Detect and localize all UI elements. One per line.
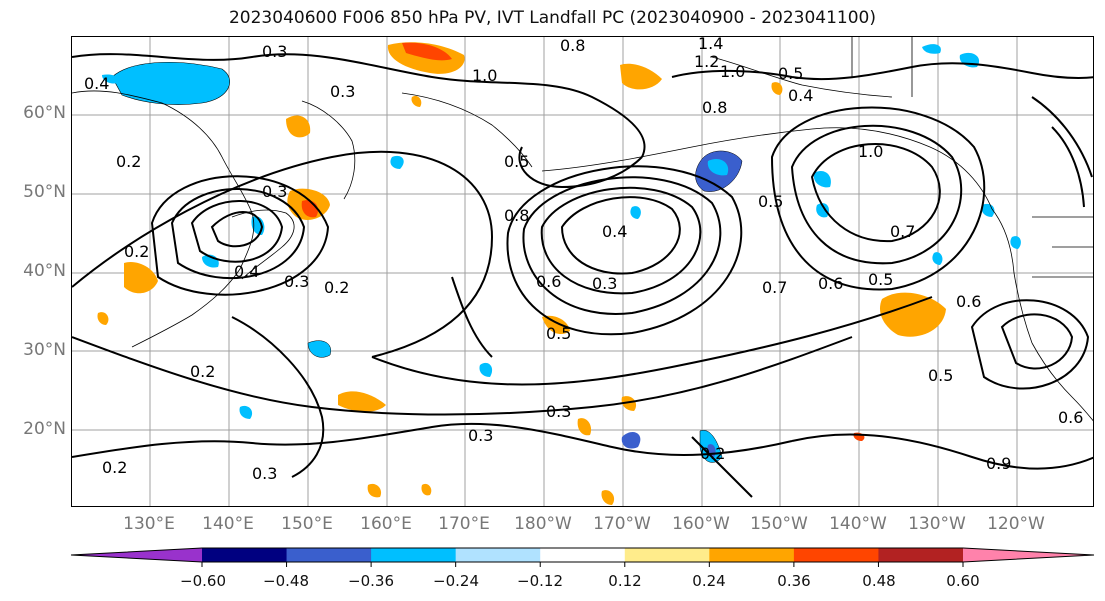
map-panel: 0.3 0.8 1.4 1.2 1.0 0.4 0.3 1.0 0.5 0.4 … — [71, 36, 1094, 507]
colorbar-tick-label: 0.36 — [777, 572, 811, 590]
colorbar-ticks — [201, 562, 964, 567]
colorbar-swatch — [793, 548, 879, 562]
colorbar-swatch — [540, 548, 626, 562]
contour-label: 0.4 — [234, 262, 259, 281]
contour-label: 1.4 — [698, 37, 723, 53]
colorbar — [70, 547, 1095, 567]
lon-label-120w: 120°W — [987, 514, 1045, 534]
contour-label: 0.3 — [262, 182, 287, 201]
contour-label: 1.0 — [720, 62, 745, 81]
colorbar-tick-label: −0.36 — [348, 572, 394, 590]
contour-label: 0.6 — [536, 272, 561, 291]
contour-label: 0.2 — [102, 458, 127, 477]
contour-label: 0.3 — [592, 274, 617, 293]
contour-label: 0.8 — [560, 37, 585, 55]
lat-label-50n: 50°N — [23, 182, 66, 202]
contour-label: 0.3 — [284, 272, 309, 291]
colorbar-swatch — [71, 548, 202, 562]
map-title: 2023040600 F006 850 hPa PV, IVT Landfall… — [228, 8, 876, 28]
colorbar-swatch — [286, 548, 372, 562]
contour-label: 1.0 — [472, 66, 497, 85]
lat-label-60n: 60°N — [23, 103, 66, 123]
colorbar-swatches — [70, 547, 1095, 563]
contour-label: 0.8 — [702, 98, 727, 117]
contour-label: 0.3 — [262, 42, 287, 61]
colorbar-swatch — [878, 548, 964, 562]
contour-label: 0.2 — [190, 362, 215, 381]
lon-label-160w: 160°W — [672, 514, 730, 534]
contour-label: 1.0 — [858, 142, 883, 161]
contour-label: 0.9 — [986, 454, 1011, 473]
contour-label: 0.2 — [124, 242, 149, 261]
contour-label: 0.5 — [758, 192, 783, 211]
contour-label: 1.2 — [694, 52, 719, 71]
map-canvas: 0.3 0.8 1.4 1.2 1.0 0.4 0.3 1.0 0.5 0.4 … — [72, 37, 1093, 506]
colorbar-tick-label: −0.12 — [517, 572, 563, 590]
contour-label: 0.2 — [700, 444, 725, 463]
colorbar-swatch — [624, 548, 710, 562]
lon-label-130e: 130°E — [123, 514, 175, 534]
contour-label: 0.2 — [324, 278, 349, 297]
contour-label: 0.7 — [762, 278, 787, 297]
contour-label: 0.5 — [546, 324, 571, 343]
lon-label-160e: 160°E — [360, 514, 412, 534]
contour-label: 0.6 — [1058, 408, 1083, 427]
colorbar-tick-label: −0.24 — [433, 572, 479, 590]
contour-label: 0.3 — [546, 402, 571, 421]
contour-label: 0.3 — [468, 426, 493, 445]
lon-label-140w: 140°W — [829, 514, 887, 534]
colorbar-swatch — [963, 548, 1094, 562]
ivt-contours — [72, 53, 1093, 498]
graticule — [72, 37, 1093, 506]
colorbar-swatch — [202, 548, 288, 562]
colorbar-tick-label: −0.48 — [263, 572, 309, 590]
contour-label: 0.5 — [868, 270, 893, 289]
contour-label: 0.7 — [890, 222, 915, 241]
lat-label-20n: 20°N — [23, 419, 66, 439]
colorbar-swatch — [709, 548, 795, 562]
lat-label-40n: 40°N — [23, 261, 66, 281]
contour-label: 0.5 — [778, 64, 803, 83]
contour-label: 0.2 — [116, 152, 141, 171]
contour-label: 0.6 — [956, 292, 981, 311]
colorbar-tick-label: −0.60 — [180, 572, 226, 590]
contour-label: 0.4 — [84, 74, 109, 93]
contour-label: 0.3 — [252, 464, 277, 483]
lon-label-170w: 170°W — [593, 514, 651, 534]
contour-label: 0.5 — [928, 366, 953, 385]
contour-label: 0.4 — [602, 222, 627, 241]
shading-negative — [102, 44, 1021, 463]
contour-label: 0.3 — [330, 82, 355, 101]
lon-label-150e: 150°E — [281, 514, 333, 534]
contour-label: 0.8 — [504, 206, 529, 225]
contour-label: 0.6 — [818, 274, 843, 293]
colorbar-tick-label: 0.60 — [946, 572, 980, 590]
colorbar-swatch — [371, 548, 457, 562]
colorbar-tick-label: 0.48 — [862, 572, 896, 590]
contour-label: 0.5 — [504, 152, 529, 171]
colorbar-tick-label: 0.24 — [692, 572, 726, 590]
lon-label-150w: 150°W — [750, 514, 808, 534]
lon-label-180w: 180°W — [514, 514, 572, 534]
colorbar-swatch — [455, 548, 541, 562]
lat-label-30n: 30°N — [23, 340, 66, 360]
contour-label: 0.4 — [788, 86, 813, 105]
colorbar-tick-label: 0.12 — [608, 572, 642, 590]
contour-labels: 0.3 0.8 1.4 1.2 1.0 0.4 0.3 1.0 0.5 0.4 … — [84, 37, 1083, 483]
lon-label-140e: 140°E — [202, 514, 254, 534]
lon-label-130w: 130°W — [908, 514, 966, 534]
lon-label-170e: 170°E — [438, 514, 490, 534]
shading-positive — [97, 42, 946, 505]
